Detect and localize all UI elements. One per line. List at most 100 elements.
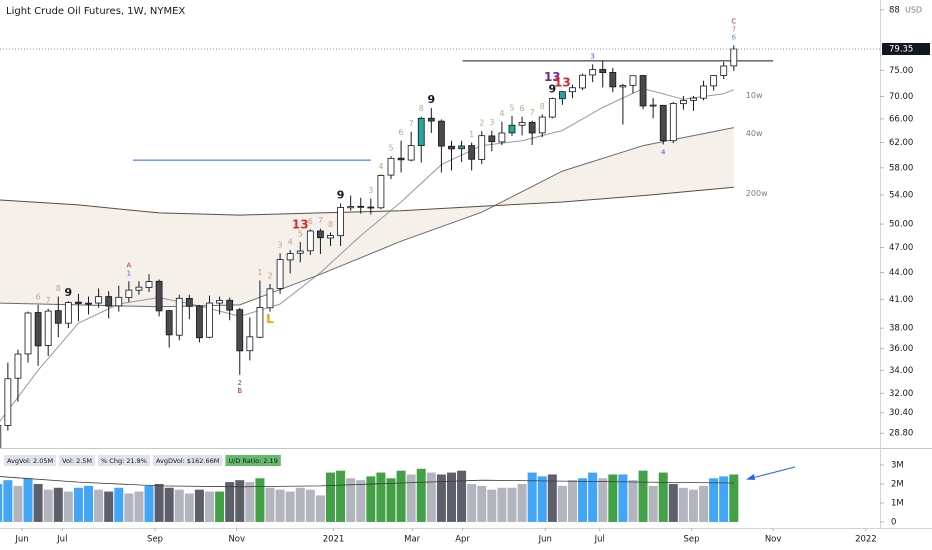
volume-bar xyxy=(416,468,426,522)
candle-body xyxy=(629,75,637,86)
volume-bar xyxy=(719,476,729,522)
arrow-head xyxy=(746,474,755,480)
stat-box xyxy=(59,455,96,466)
x-tick-label: Jun xyxy=(538,535,552,545)
y-tick-label: 54.00 xyxy=(889,190,913,200)
volume-bar xyxy=(688,489,698,522)
candle-body xyxy=(488,135,496,143)
x-tick-label: 2021 xyxy=(323,535,345,545)
candle-body xyxy=(246,336,254,352)
candle-body xyxy=(327,235,334,239)
candle-body xyxy=(24,312,32,355)
signal-label: 2 xyxy=(267,271,272,280)
x-tick-label: Mar xyxy=(404,535,421,545)
volume-bar xyxy=(628,480,638,522)
candle-body xyxy=(54,310,62,324)
volume-bar xyxy=(386,478,396,522)
volume-bar xyxy=(144,485,154,522)
volume-bar xyxy=(336,470,346,522)
volume-bar xyxy=(588,472,598,522)
candle-body xyxy=(569,87,576,93)
signal-label: 5 xyxy=(298,229,303,238)
candle-body xyxy=(710,75,718,87)
ma-label: 40w xyxy=(746,129,763,138)
candle-body xyxy=(730,48,738,67)
signal-label: C xyxy=(731,17,736,25)
volume-bar xyxy=(477,485,487,522)
volume-bar xyxy=(63,491,73,522)
volume-bar xyxy=(557,485,567,522)
candle-body xyxy=(95,296,103,304)
candle-body xyxy=(14,353,22,379)
candle-body xyxy=(548,98,556,118)
volume-bar xyxy=(366,476,376,522)
x-tick-label: Nov xyxy=(228,535,245,545)
volume-bar xyxy=(154,483,164,522)
candle-body xyxy=(649,104,657,107)
signal-label: 1 xyxy=(469,130,474,139)
volume-bar xyxy=(73,487,83,522)
y-tick-label: 41.00 xyxy=(889,295,913,305)
x-tick-label: Jul xyxy=(56,535,67,545)
candle-body xyxy=(468,145,476,160)
x-tick-label: 2022 xyxy=(855,535,877,545)
signal-label: 1 xyxy=(257,268,262,277)
volume-bar xyxy=(356,480,366,522)
candle-body xyxy=(508,124,516,134)
signal-label: 5 xyxy=(388,144,393,153)
signal-label: 8 xyxy=(419,104,424,113)
volume-bar xyxy=(426,472,436,522)
candle-body xyxy=(206,302,213,338)
signal-label: 7 xyxy=(530,108,535,117)
last-price-label: 79.35 xyxy=(889,45,913,55)
volume-bar xyxy=(53,487,63,522)
volume-bar xyxy=(326,472,336,522)
y-tick-label: 30.40 xyxy=(889,408,913,418)
volume-bar xyxy=(194,489,204,522)
volume-arrow xyxy=(746,466,796,480)
stat-label: Vol: 2.5M xyxy=(62,457,92,465)
volume-bar xyxy=(235,480,245,522)
y-tick-label: 34.00 xyxy=(889,366,913,376)
y-tick-label: 44.00 xyxy=(889,268,913,278)
candle-body xyxy=(256,307,264,338)
signal-label: L xyxy=(266,312,274,326)
volume-bar xyxy=(507,487,517,522)
volume-bar xyxy=(134,491,144,522)
signal-label: 3 xyxy=(590,52,594,60)
x-tick-label: Apr xyxy=(455,535,470,545)
candle-body xyxy=(367,206,375,209)
stat-box xyxy=(98,455,150,466)
candle-body xyxy=(115,296,123,307)
candle-body xyxy=(85,302,92,305)
volume-bar xyxy=(94,489,104,522)
ma-label: 200w xyxy=(746,189,768,198)
volume-bar xyxy=(547,474,557,522)
candle-body xyxy=(266,288,274,309)
y-tick-label: 38.00 xyxy=(889,324,913,334)
candle-body xyxy=(417,117,425,147)
volume-bar xyxy=(346,478,356,522)
volume-bar xyxy=(598,478,608,522)
volume-bar xyxy=(265,487,275,522)
candle-body xyxy=(690,97,697,101)
signal-label: 3 xyxy=(489,118,494,127)
volume-bar xyxy=(215,491,225,522)
volume-bar xyxy=(114,487,124,522)
candle-body xyxy=(135,286,143,291)
candle-body xyxy=(347,206,355,209)
stat-label: U/D Ratio: 2.19 xyxy=(228,457,277,465)
signal-label: 13 xyxy=(292,217,309,231)
moving-average xyxy=(0,87,734,422)
y-tick-label: 28.80 xyxy=(889,429,913,439)
candle-body xyxy=(448,145,455,150)
candle-body xyxy=(125,289,133,298)
candle-body xyxy=(145,281,153,288)
candle-body xyxy=(337,207,344,237)
volume-bar xyxy=(638,470,648,522)
signal-label: 3 xyxy=(368,186,373,195)
volume-bar xyxy=(245,482,255,522)
candle-body xyxy=(579,74,586,89)
